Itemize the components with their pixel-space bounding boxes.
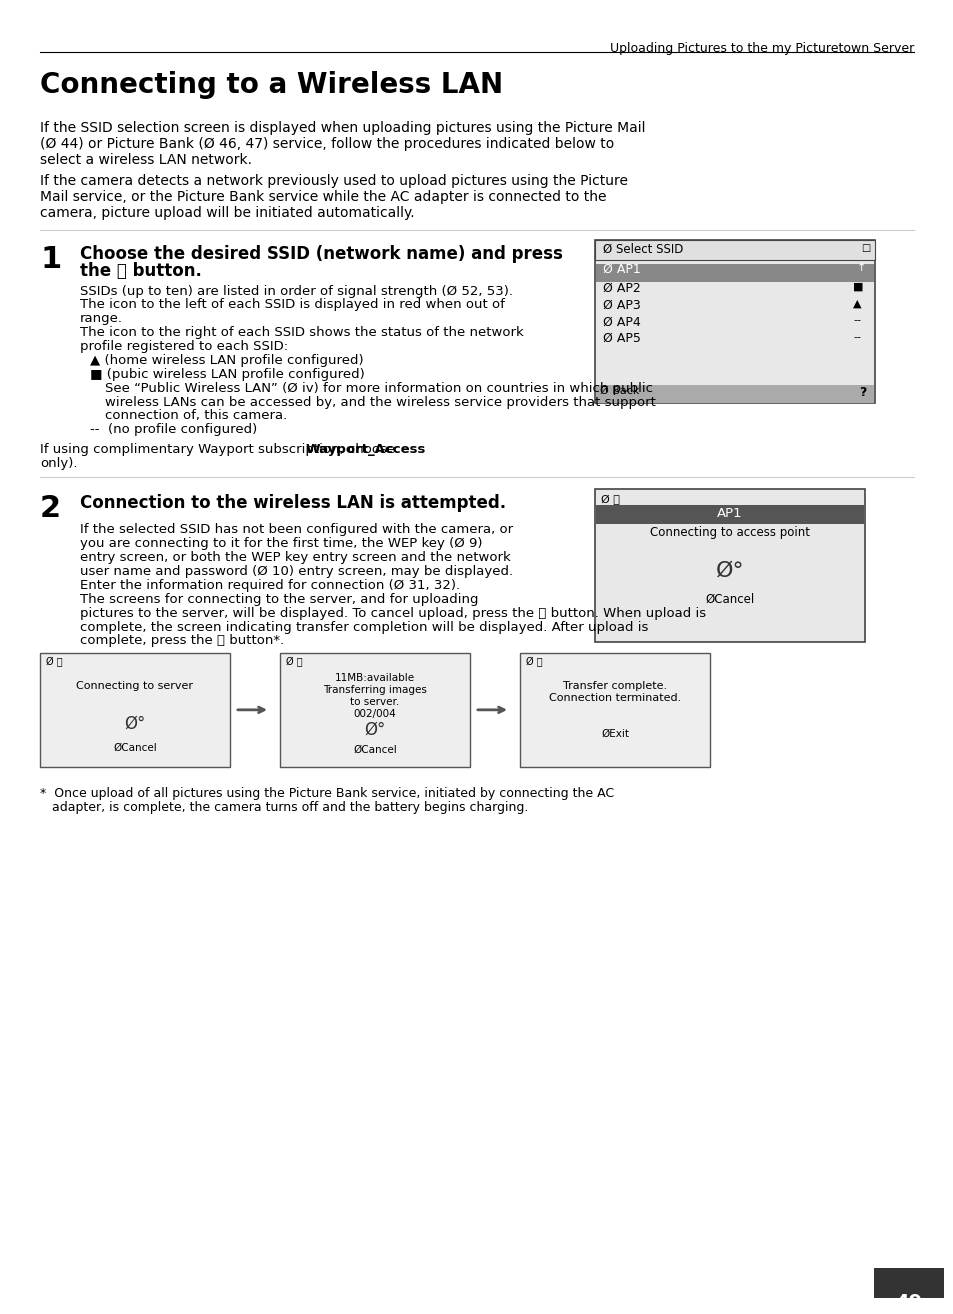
- FancyBboxPatch shape: [40, 653, 230, 767]
- FancyBboxPatch shape: [873, 1268, 943, 1298]
- Text: Transferring images: Transferring images: [323, 685, 427, 695]
- Text: Ø AP2: Ø AP2: [602, 281, 640, 294]
- Text: to server.: to server.: [350, 696, 399, 707]
- Text: Connection terminated.: Connection terminated.: [548, 692, 680, 703]
- Text: Ø ⓘ: Ø ⓘ: [525, 657, 542, 668]
- Text: ?: ?: [858, 385, 865, 398]
- Text: ■: ■: [852, 281, 862, 292]
- Text: Ø AP1: Ø AP1: [602, 263, 640, 276]
- Text: Wayport_Access: Wayport_Access: [305, 443, 425, 456]
- Text: Mail service, or the Picture Bank service while the AC adapter is connected to t: Mail service, or the Picture Bank servic…: [40, 191, 606, 205]
- Text: Ø Back: Ø Back: [599, 385, 639, 396]
- Text: Connecting to a Wireless LAN: Connecting to a Wireless LAN: [40, 71, 502, 100]
- Text: ↑: ↑: [856, 263, 865, 273]
- Text: --  (no profile configured): -- (no profile configured): [90, 423, 257, 436]
- Text: Uploading Pictures to the my Picturetown Server: Uploading Pictures to the my Picturetown…: [609, 42, 913, 55]
- FancyBboxPatch shape: [519, 653, 709, 767]
- Text: 002/004: 002/004: [354, 708, 395, 719]
- Text: □: □: [861, 243, 869, 252]
- Text: profile registered to each SSID:: profile registered to each SSID:: [80, 340, 288, 353]
- Text: Ø AP4: Ø AP4: [602, 315, 640, 328]
- FancyBboxPatch shape: [595, 240, 874, 403]
- Bar: [596, 505, 863, 524]
- Text: 11MB:available: 11MB:available: [335, 673, 415, 683]
- Text: (Ø 44) or Picture Bank (Ø 46, 47) service, follow the procedures indicated below: (Ø 44) or Picture Bank (Ø 46, 47) servic…: [40, 137, 614, 151]
- Text: ØCancel: ØCancel: [113, 742, 156, 753]
- Text: Connecting to server: Connecting to server: [76, 681, 193, 691]
- Text: user name and password (Ø 10) entry screen, may be displayed.: user name and password (Ø 10) entry scre…: [80, 565, 513, 578]
- Text: entry screen, or both the WEP key entry screen and the network: entry screen, or both the WEP key entry …: [80, 551, 510, 564]
- Text: The icon to the left of each SSID is displayed in red when out of: The icon to the left of each SSID is dis…: [80, 298, 504, 311]
- Text: Ø ⓘ: Ø ⓘ: [46, 657, 63, 668]
- Text: only).: only).: [40, 457, 77, 470]
- Text: 49: 49: [895, 1293, 922, 1311]
- Text: pictures to the server, will be displayed. To cancel upload, press the ⒪ button.: pictures to the server, will be displaye…: [80, 607, 705, 620]
- Text: --: --: [852, 315, 861, 326]
- Text: Ø°: Ø°: [364, 721, 385, 738]
- Text: ▲ (home wireless LAN profile configured): ▲ (home wireless LAN profile configured): [90, 353, 363, 367]
- Text: Ø°: Ø°: [715, 560, 743, 581]
- Text: Ø ⓘ: Ø ⓘ: [600, 494, 619, 505]
- Text: Ø AP5: Ø AP5: [602, 332, 640, 346]
- Text: ØCancel: ØCancel: [704, 593, 754, 606]
- Text: complete, press the ⒪ button*.: complete, press the ⒪ button*.: [80, 635, 284, 648]
- Bar: [596, 264, 873, 281]
- Text: select a wireless LAN network.: select a wireless LAN network.: [40, 152, 252, 167]
- Text: camera, picture upload will be initiated automatically.: camera, picture upload will be initiated…: [40, 206, 415, 221]
- Text: Connecting to access point: Connecting to access point: [649, 527, 809, 540]
- Text: 2: 2: [40, 494, 61, 523]
- Text: Ø Select SSID: Ø Select SSID: [602, 243, 682, 256]
- Text: The icon to the right of each SSID shows the status of the network: The icon to the right of each SSID shows…: [80, 326, 523, 339]
- Text: Ø AP3: Ø AP3: [602, 298, 640, 311]
- Text: 1: 1: [40, 244, 61, 273]
- Text: Connection to the wireless LAN is attempted.: Connection to the wireless LAN is attemp…: [80, 494, 506, 511]
- Text: wireless LANs can be accessed by, and the wireless service providers that suppor: wireless LANs can be accessed by, and th…: [105, 396, 656, 409]
- Text: If the camera detects a network previously used to upload pictures using the Pic: If the camera detects a network previous…: [40, 175, 627, 188]
- Text: Enter the information required for connection (Ø 31, 32).: Enter the information required for conne…: [80, 579, 459, 593]
- Text: If the selected SSID has not been configured with the camera, or: If the selected SSID has not been config…: [80, 523, 513, 536]
- Text: adapter, is complete, the camera turns off and the battery begins charging.: adapter, is complete, the camera turns o…: [40, 802, 528, 815]
- Text: *  Once upload of all pictures using the Picture Bank service, initiated by conn: * Once upload of all pictures using the …: [40, 787, 614, 800]
- Text: you are connecting to it for the first time, the WEP key (Ø 9): you are connecting to it for the first t…: [80, 537, 482, 551]
- Text: range.: range.: [80, 313, 123, 326]
- Text: Choose the desired SSID (network name) and press: Choose the desired SSID (network name) a…: [80, 244, 562, 263]
- Text: ▲: ▲: [852, 298, 861, 309]
- FancyBboxPatch shape: [595, 489, 864, 643]
- Text: complete, the screen indicating transfer completion will be displayed. After upl: complete, the screen indicating transfer…: [80, 620, 648, 633]
- Text: ØExit: ØExit: [600, 729, 628, 738]
- Text: Ø°: Ø°: [124, 715, 146, 733]
- Text: If the SSID selection screen is displayed when uploading pictures using the Pict: If the SSID selection screen is displaye…: [40, 121, 645, 135]
- Bar: [595, 240, 874, 260]
- FancyBboxPatch shape: [280, 653, 470, 767]
- Text: SSIDs (up to ten) are listed in order of signal strength (Ø 52, 53).: SSIDs (up to ten) are listed in order of…: [80, 285, 513, 297]
- Text: Ø ⓘ: Ø ⓘ: [286, 657, 302, 668]
- Text: If using complimentary Wayport subscription, choose: If using complimentary Wayport subscript…: [40, 443, 399, 456]
- Text: AP1: AP1: [717, 507, 742, 519]
- Text: connection of, this camera.: connection of, this camera.: [105, 410, 287, 422]
- Text: --: --: [852, 332, 861, 342]
- Text: ØCancel: ØCancel: [353, 745, 396, 754]
- Text: See “Public Wireless LAN” (Ø iv) for more information on countries in which publ: See “Public Wireless LAN” (Ø iv) for mor…: [105, 381, 652, 394]
- Bar: [596, 385, 873, 402]
- Text: Transfer complete.: Transfer complete.: [562, 681, 666, 691]
- Text: the ⒪ button.: the ⒪ button.: [80, 261, 202, 280]
- Text: ■ (pubic wireless LAN profile configured): ■ (pubic wireless LAN profile configured…: [90, 368, 364, 381]
- Text: The screens for connecting to the server, and for uploading: The screens for connecting to the server…: [80, 593, 478, 606]
